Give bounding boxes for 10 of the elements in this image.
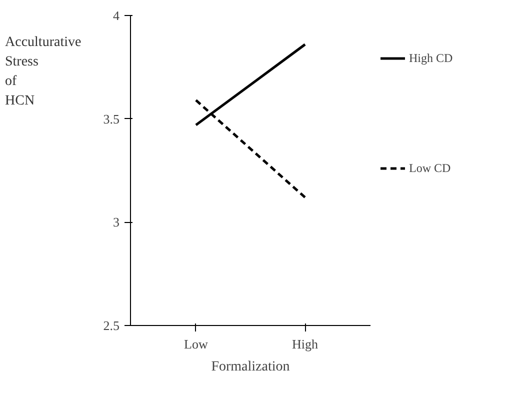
x-tick-label: Low [184, 336, 208, 352]
x-axis-title: Formalization [211, 360, 290, 374]
legend-label: High CD [409, 50, 453, 66]
legend-label: Low CD [409, 160, 451, 176]
y-tick-label: 3.5 [103, 111, 120, 126]
x-tick-label: High [292, 336, 319, 352]
y-tick-label: 2.5 [103, 318, 120, 333]
y-tick-label: 4 [113, 8, 120, 23]
y-axis-title: Acculturative Stress of HCN [5, 34, 82, 108]
y-tick-label: 3 [113, 214, 120, 230]
